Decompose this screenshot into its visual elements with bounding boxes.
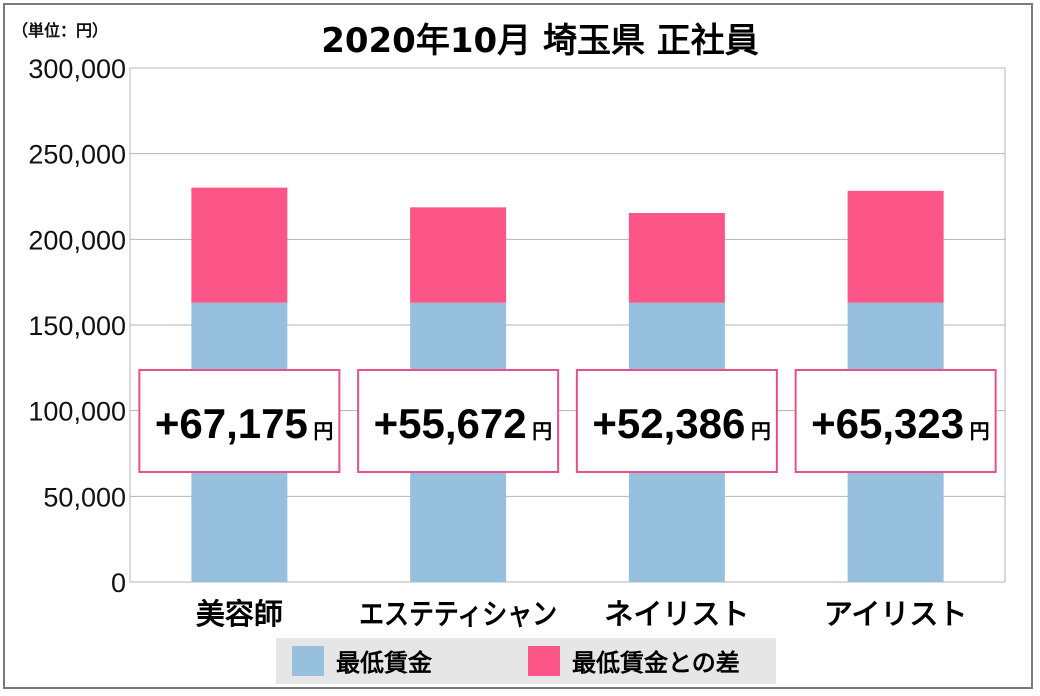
legend-swatch: [528, 646, 560, 676]
y-tick-label: 0: [111, 568, 126, 598]
y-tick-label: 100,000: [28, 397, 126, 427]
difference-unit-label: 円: [313, 419, 333, 443]
y-tick-label: 50,000: [43, 482, 126, 512]
chart-title: 2020年10月 埼玉県 正社員: [321, 21, 759, 61]
y-tick-label: 200,000: [28, 225, 126, 255]
difference-callout: [138, 369, 341, 473]
difference-callout: [357, 369, 560, 473]
difference-unit-label: 円: [751, 419, 771, 443]
difference-callout: [575, 369, 778, 473]
bar-difference: [191, 187, 288, 303]
bar-difference: [628, 212, 725, 303]
legend-swatch: [292, 646, 324, 676]
difference-value-label: +55,672: [374, 400, 527, 447]
difference-unit-label: 円: [532, 419, 552, 443]
difference-value-label: +65,323: [811, 400, 964, 447]
x-category-label: エステティシャン: [359, 597, 557, 631]
bar-difference: [847, 190, 944, 303]
y-tick-label: 150,000: [28, 311, 126, 341]
legend-background: [276, 638, 776, 684]
x-category-label: ネイリスト: [604, 597, 749, 631]
difference-callout: [794, 369, 997, 473]
difference-value-label: +52,386: [592, 400, 745, 447]
unit-label: （単位：円）: [12, 21, 108, 40]
y-tick-label: 250,000: [28, 140, 126, 170]
y-tick-label: 300,000: [28, 54, 126, 84]
difference-unit-label: 円: [970, 419, 990, 443]
bar-difference: [410, 207, 507, 303]
legend-entry-label: 最低賃金との差: [572, 649, 740, 677]
difference-value-label: +67,175: [155, 400, 308, 447]
legend: 最低賃金 最低賃金との差: [276, 638, 776, 684]
x-category-label: アイリスト: [824, 597, 968, 631]
x-category-label: 美容師: [196, 597, 283, 631]
legend-entry-label: 最低賃金: [336, 649, 433, 677]
